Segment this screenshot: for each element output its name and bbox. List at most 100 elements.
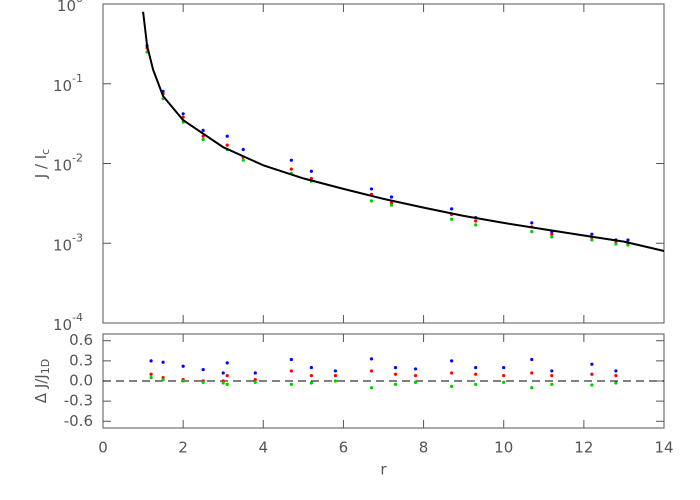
point <box>393 372 398 376</box>
x-axis-label: r <box>380 461 387 479</box>
y-tick-exp: -4 <box>72 311 83 324</box>
point <box>389 201 394 205</box>
point <box>253 378 257 382</box>
point <box>450 371 454 375</box>
point <box>241 147 245 152</box>
point <box>369 199 374 203</box>
point <box>181 379 185 383</box>
point <box>289 382 293 386</box>
point <box>289 158 293 162</box>
point <box>530 386 534 390</box>
point <box>221 371 225 375</box>
point <box>474 382 478 386</box>
y-tick-label: 0.6 <box>69 331 93 349</box>
point <box>550 369 554 373</box>
point <box>253 380 257 384</box>
y-axis-label-sub: c <box>39 149 52 155</box>
point <box>225 143 229 147</box>
y-tick-label: 10-1 <box>53 72 83 95</box>
y-axis-label: J / Ic <box>32 149 53 180</box>
point <box>393 382 398 386</box>
y-tick-base: 10 <box>57 0 76 15</box>
point <box>626 238 630 242</box>
point <box>225 382 229 386</box>
point <box>181 364 185 368</box>
point <box>289 369 293 373</box>
point <box>241 158 245 162</box>
point <box>149 372 153 376</box>
point <box>614 369 618 373</box>
point <box>550 232 554 236</box>
point <box>289 357 293 362</box>
point <box>309 365 313 370</box>
x-tick-label: 4 <box>259 439 269 457</box>
point <box>474 223 478 227</box>
y-axis-label-main: Δ J/J <box>32 374 50 403</box>
x-tick-label: 6 <box>339 439 349 457</box>
point <box>502 380 506 384</box>
point <box>626 243 630 247</box>
y-tick-exp: -3 <box>72 231 83 244</box>
y-tick-exp: 0 <box>76 0 83 5</box>
point <box>474 365 478 370</box>
point <box>289 167 293 171</box>
point <box>333 369 338 373</box>
point <box>530 221 534 225</box>
point <box>474 372 478 376</box>
point <box>502 374 506 378</box>
x-tick-label: 8 <box>419 439 429 457</box>
point <box>225 134 229 138</box>
point <box>413 374 418 378</box>
point <box>161 378 165 382</box>
y-tick-label: -0.3 <box>64 392 93 410</box>
y-axis-label-main: J / I <box>32 155 50 179</box>
y-tick-exp: -2 <box>72 152 83 165</box>
y-tick-base: 10 <box>53 236 72 254</box>
point <box>530 357 534 362</box>
point <box>369 369 374 373</box>
point <box>502 365 506 370</box>
point <box>474 219 478 223</box>
x-tick-label: 14 <box>654 439 673 457</box>
y-axis-label-sub: 1D <box>39 359 52 374</box>
point <box>590 232 594 236</box>
point <box>309 176 313 181</box>
point <box>389 203 394 207</box>
point <box>309 381 313 385</box>
point <box>149 359 153 363</box>
point <box>550 235 554 239</box>
point <box>201 128 205 133</box>
point <box>369 386 374 390</box>
point <box>614 374 618 378</box>
plot-frame <box>102 3 665 324</box>
point <box>413 380 418 384</box>
y-tick-base: 10 <box>53 76 72 94</box>
point <box>590 362 594 366</box>
point <box>333 374 338 378</box>
x-tick-label: 2 <box>178 439 188 457</box>
y-tick-base: 10 <box>53 316 72 334</box>
y-tick-base: 10 <box>53 156 72 174</box>
point <box>253 371 257 375</box>
point <box>450 207 454 211</box>
y-tick-label: 0.0 <box>69 372 93 390</box>
point <box>450 217 454 221</box>
y-tick-label: 0.3 <box>69 351 93 369</box>
y-tick-exp: -1 <box>72 72 83 85</box>
point <box>530 229 534 234</box>
point <box>614 242 618 246</box>
point <box>161 360 165 364</box>
point <box>530 371 534 375</box>
point <box>309 374 313 378</box>
point <box>413 367 418 371</box>
point <box>590 238 594 242</box>
point <box>333 379 338 383</box>
point <box>369 187 374 191</box>
point <box>225 361 229 365</box>
point <box>369 357 374 361</box>
point <box>550 374 554 378</box>
point <box>201 137 205 142</box>
point <box>181 112 185 116</box>
point <box>201 380 205 384</box>
